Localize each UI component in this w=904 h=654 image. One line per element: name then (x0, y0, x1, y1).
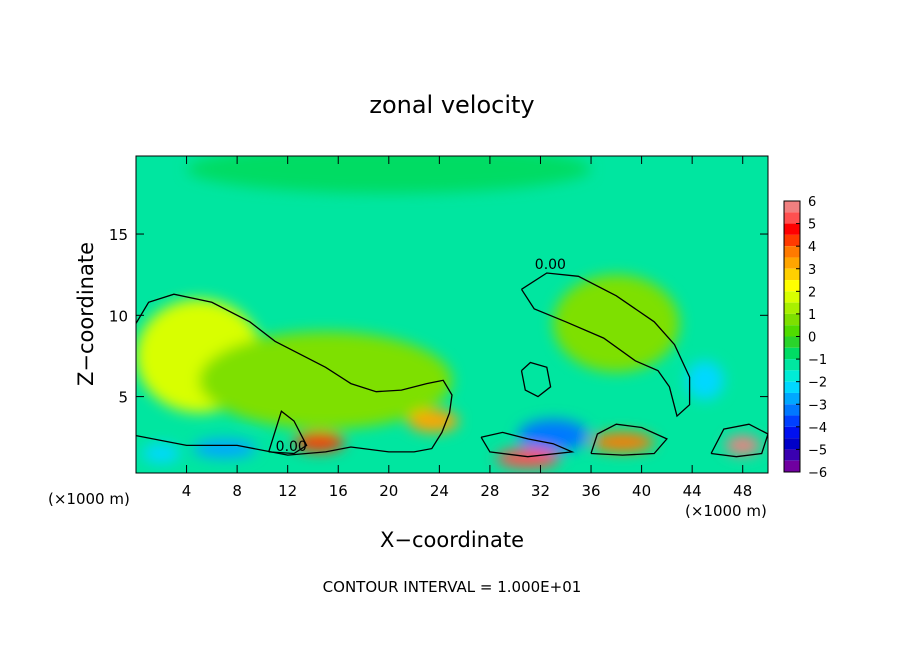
colorbar-swatch-11 (784, 325, 800, 337)
y-tick-label: 5 (118, 389, 128, 407)
x-tick-label: 28 (480, 482, 499, 500)
colorbar-swatch-2 (784, 223, 800, 235)
field-feature-3 (553, 274, 680, 373)
x-tick-label: 4 (182, 482, 192, 500)
x-tick-label: 36 (581, 482, 600, 500)
y-axis-label: Z−coordinate (74, 242, 98, 386)
color-field (136, 156, 761, 469)
colorbar-tick-label: −5 (808, 443, 827, 458)
colorbar-swatch-8 (784, 291, 800, 303)
colorbar-swatch-19 (784, 415, 800, 427)
colorbar-swatch-14 (784, 359, 800, 371)
contour-line-1 (520, 272, 691, 418)
colorbar-swatch-17 (784, 392, 800, 405)
colorbar-swatch-4 (784, 246, 800, 258)
x-tick-label: 8 (232, 482, 242, 500)
colorbar-swatch-22 (784, 449, 800, 461)
colorbar-tick-label: 3 (808, 263, 816, 278)
contour-line-0 (136, 293, 453, 456)
colorbar-swatch-1 (784, 212, 800, 224)
contour-line-3 (590, 423, 668, 456)
colorbar-swatch-18 (784, 404, 800, 416)
colorbar-swatch-16 (784, 381, 800, 393)
colorbar: 6 5 4 3 2 1 0 −1 −2 −3 −4 −5 −6 (783, 195, 827, 481)
contour-line-4 (710, 423, 768, 458)
colorbar-swatch-5 (784, 257, 800, 269)
colorbar-tick-label: 6 (808, 195, 816, 210)
colorbar-tick-label: 4 (808, 240, 816, 255)
x-tick-label: 44 (683, 482, 702, 500)
contour-line-5 (480, 431, 575, 458)
field-feature-7 (591, 432, 655, 452)
x-tick-label: 40 (632, 482, 651, 500)
colorbar-tick-label: 2 (808, 285, 816, 300)
contour-interval-footer: CONTOUR INTERVAL = 1.000E+01 (323, 578, 582, 596)
plot-area: 0.00 0.00 (135, 155, 769, 474)
contour-lines (136, 272, 768, 458)
contour-label-1: 0.00 (535, 257, 566, 273)
x-axis-label: X−coordinate (380, 528, 524, 552)
plot-frame (135, 155, 769, 474)
contour-label-0: 0.00 (276, 439, 307, 455)
colorbar-tick-label: 5 (808, 218, 816, 233)
x-tick-label: 24 (430, 482, 449, 500)
x-unit-left: (×1000 m) (48, 490, 130, 508)
colorbar-swatch-21 (784, 438, 800, 450)
field-feature-10 (496, 448, 560, 469)
x-unit-right: (×1000 m) (685, 502, 767, 520)
field-feature-12 (142, 443, 181, 464)
field-feature-8 (725, 435, 761, 456)
field-feature-0 (186, 156, 591, 194)
contour-labels: 0.00 0.00 (276, 257, 566, 455)
colorbar-tick-label: 1 (808, 308, 816, 323)
x-axis-ticks: 4 8 12 16 20 24 28 32 36 40 44 48 (182, 156, 752, 500)
field-feature-6 (517, 419, 589, 452)
x-tick-label: 16 (329, 482, 348, 500)
y-axis-ticks: 5 10 15 (109, 226, 768, 407)
contour-line-2 (520, 361, 552, 398)
colorbar-swatch-13 (784, 347, 800, 360)
colorbar-tick-label: −4 (808, 421, 827, 436)
x-tick-label: 20 (379, 482, 398, 500)
colorbar-swatch-3 (784, 234, 800, 247)
field-feature-5 (407, 409, 459, 433)
field-feature-9 (685, 360, 724, 400)
colorbar-swatch-15 (784, 370, 800, 382)
y-tick-label: 15 (109, 226, 128, 244)
colorbar-swatch-6 (784, 268, 800, 281)
colorbar-tick-label: −6 (808, 466, 827, 481)
colorbar-swatch-12 (784, 336, 800, 348)
field-feature-11 (192, 438, 257, 459)
field-feature-2 (199, 331, 452, 430)
colorbar-tick-label: 0 (808, 331, 816, 346)
chart-title: zonal velocity (369, 91, 534, 119)
colorbar-swatch-0 (784, 201, 800, 213)
colorbar-swatch-20 (784, 426, 800, 439)
colorbar-tick-label: −3 (808, 398, 827, 413)
colorbar-tick-label: −2 (808, 376, 827, 391)
x-tick-label: 32 (531, 482, 550, 500)
y-tick-label: 10 (109, 307, 128, 325)
x-tick-label: 48 (733, 482, 752, 500)
field-feature-4 (294, 432, 345, 452)
colorbar-swatch-9 (784, 302, 800, 314)
colorbar-swatch-7 (784, 280, 800, 292)
colorbar-swatch-23 (784, 460, 800, 472)
colorbar-tick-label: −1 (808, 353, 827, 368)
x-tick-label: 12 (278, 482, 297, 500)
contour-line-6 (268, 410, 308, 455)
colorbar-swatch-10 (784, 313, 800, 326)
